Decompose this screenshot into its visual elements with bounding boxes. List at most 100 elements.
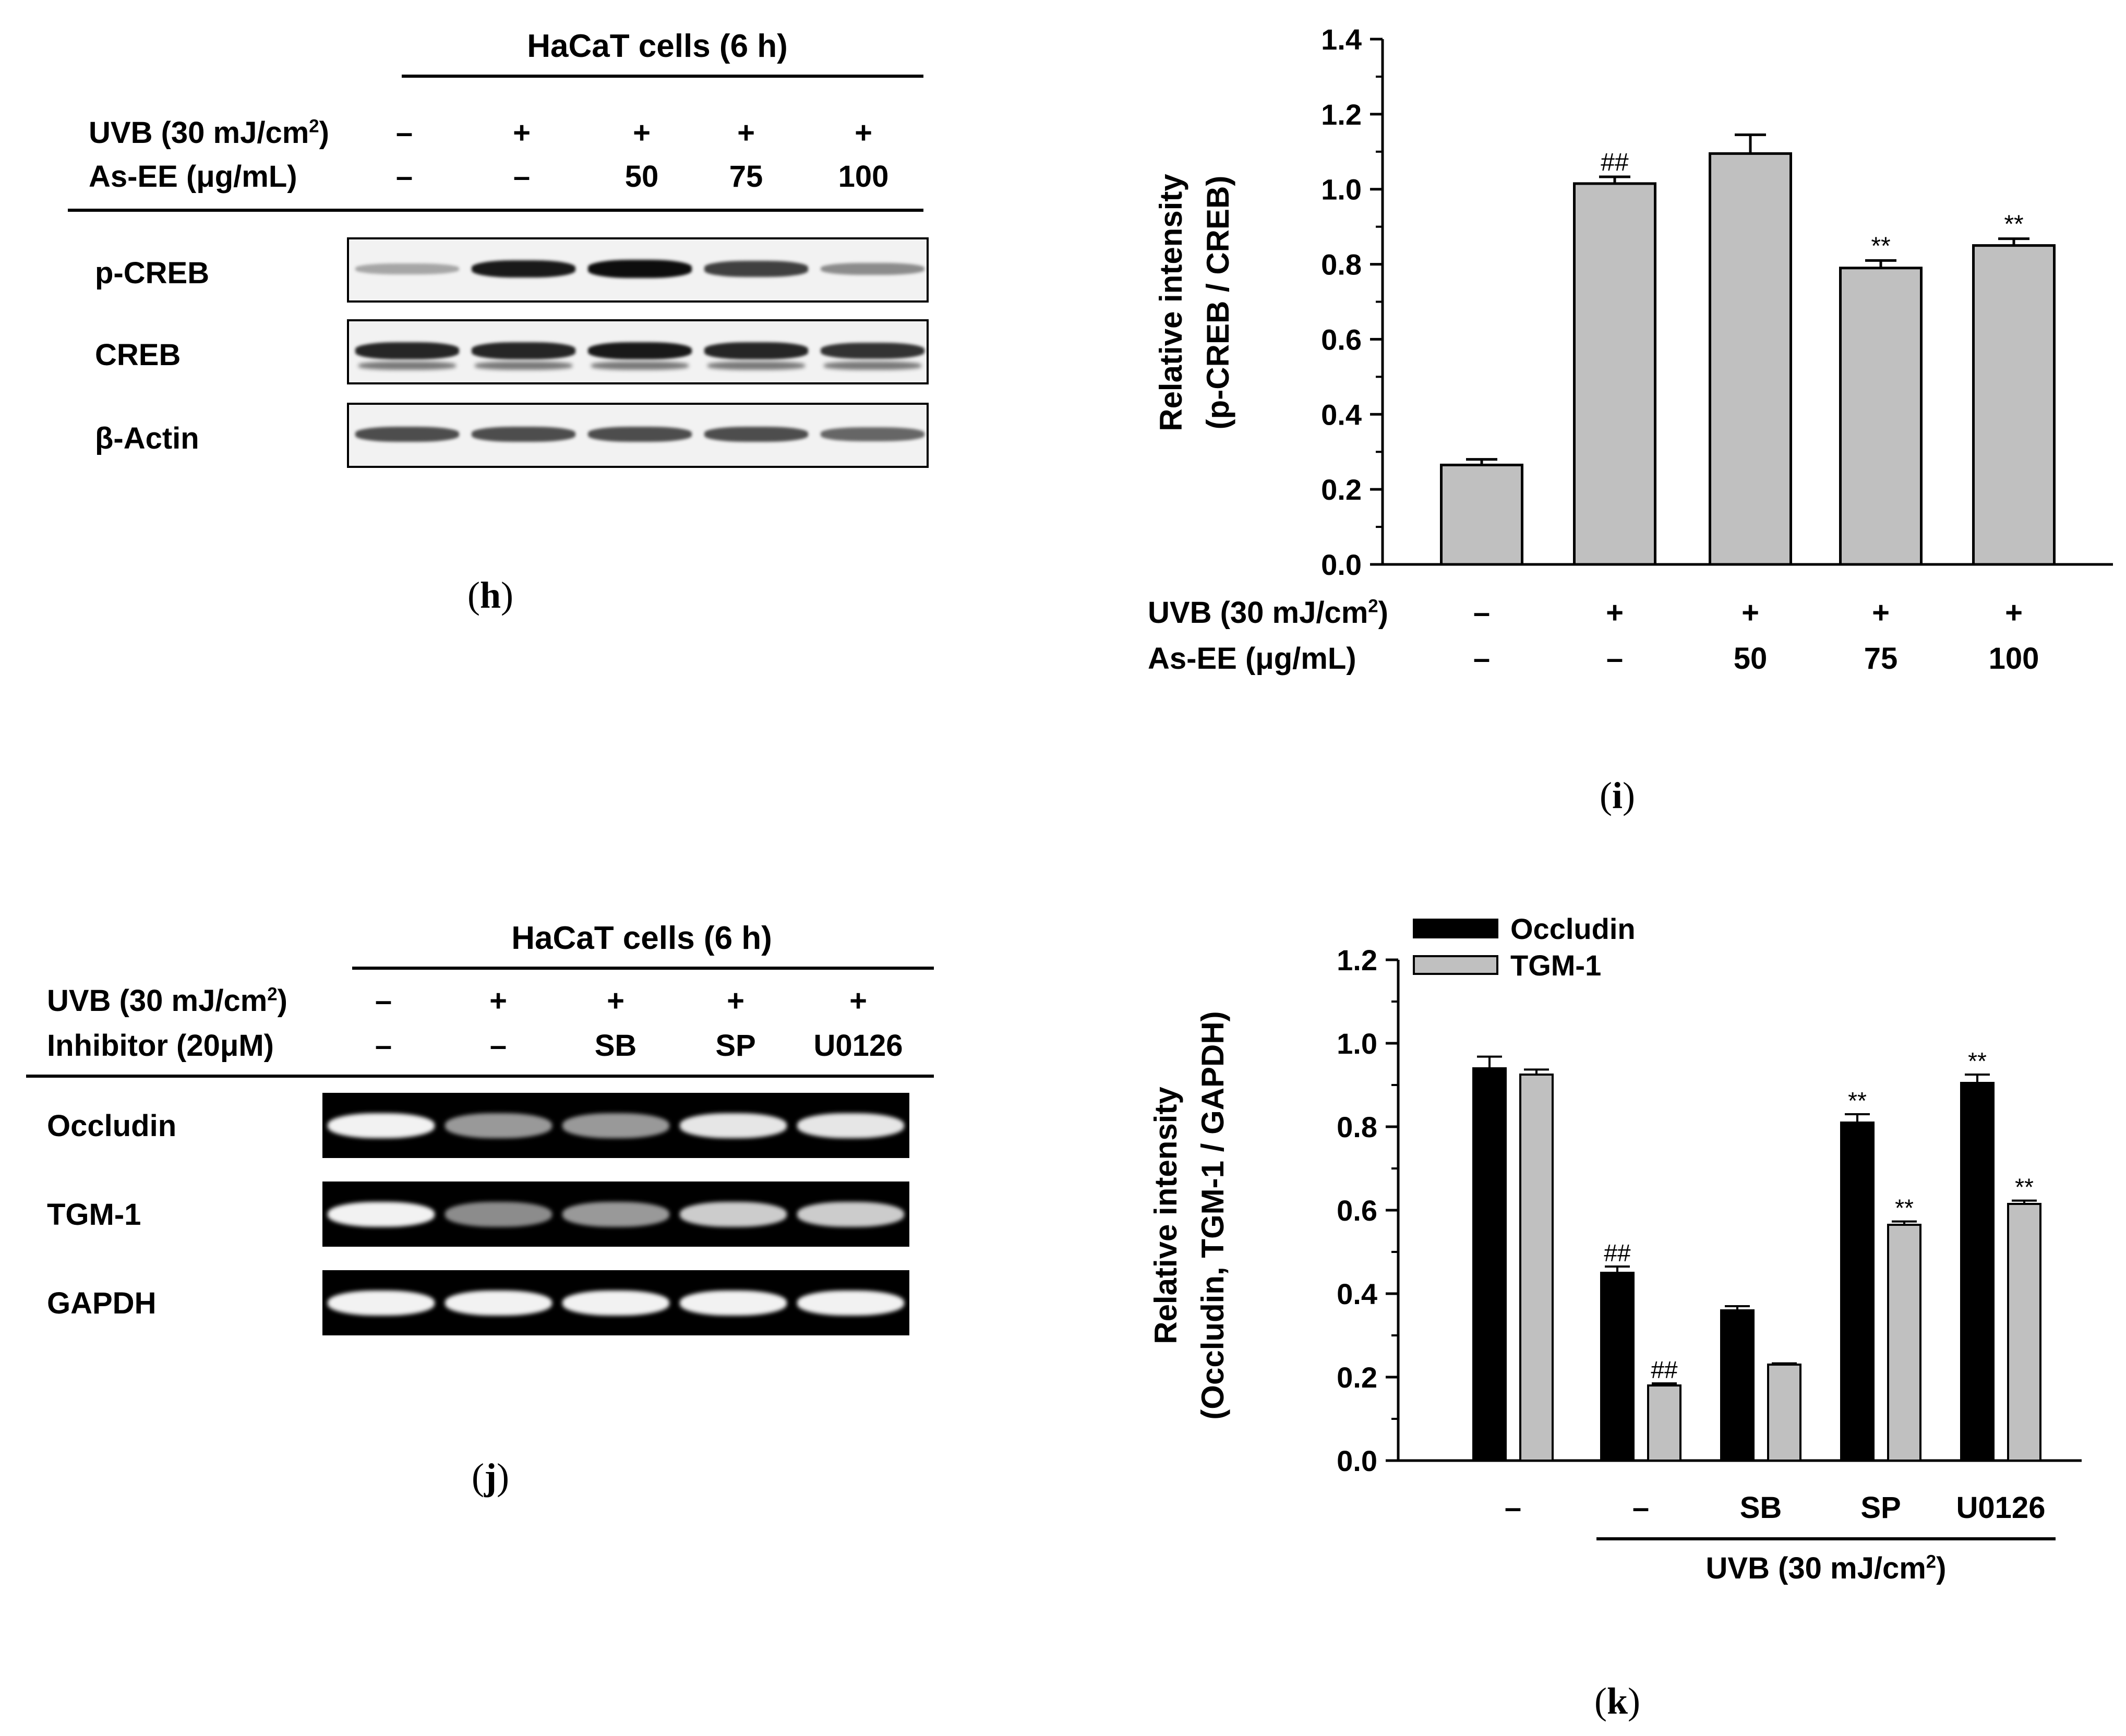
panel-j-gel-2 <box>322 1270 909 1335</box>
chart-i-ytick-label: 0.6 <box>1321 323 1362 356</box>
chart-i-ytick-label: 0.8 <box>1321 248 1362 281</box>
panel-h-row2-value-3: 75 <box>729 160 763 194</box>
panel-j-row2-value-1: – <box>489 1029 507 1063</box>
panel-h-row2-label: As-EE (μg/mL) <box>89 160 297 194</box>
chart-i-ytick-label: 0.0 <box>1321 548 1362 581</box>
panel-h-title-rule <box>402 75 923 78</box>
panel-h-band-2-0 <box>355 426 459 442</box>
panel-h-band-1-1 <box>472 342 575 359</box>
chart-k-category-label: – <box>1632 1491 1649 1525</box>
chart-k-category-label: SP <box>1860 1491 1901 1525</box>
panel-i-row2-value-3: 75 <box>1864 642 1898 676</box>
panel-j-title-rule <box>352 967 934 970</box>
panel-j-row2-value-3: SP <box>715 1029 756 1063</box>
panel-j-row1-value-2: + <box>607 984 624 1018</box>
panel-j-gel-0 <box>322 1093 909 1158</box>
chart-k-bar <box>1960 1082 1995 1462</box>
chart-k-bar <box>1887 1224 1921 1462</box>
panel-h-band-2-4 <box>821 427 924 442</box>
chart-i-ylabel-1: Relative intensity <box>1154 174 1188 431</box>
panel-h-band-2-3 <box>704 426 808 442</box>
panel-j-band-0-3 <box>680 1113 787 1138</box>
panel-i-row2-value-2: 50 <box>1733 642 1768 676</box>
chart-k-legend-swatch <box>1413 919 1498 938</box>
panel-h-row2-value-0: – <box>395 160 413 194</box>
panel-j-band-label-2: GAPDH <box>47 1286 157 1320</box>
chart-i-annotation: ** <box>1871 232 1890 260</box>
chart-k-annotation: ** <box>1895 1195 1914 1222</box>
panel-j-band-0-1 <box>445 1113 552 1138</box>
chart-i-bar <box>1573 182 1656 566</box>
panel-h-row2-value-1: – <box>513 160 531 194</box>
chart-k-legend-label: TGM-1 <box>1510 949 1601 982</box>
panel-j-band-1-4 <box>797 1201 904 1227</box>
panel-h-row1-label: UVB (30 mJ/cm2) <box>89 116 329 150</box>
panel-i-row1-value-0: – <box>1473 596 1491 630</box>
panel-h-blot-2 <box>347 403 929 468</box>
chart-i-bar <box>1839 267 1923 566</box>
chart-k-bar <box>1647 1384 1681 1462</box>
chart-i-ytick-label: 0.4 <box>1321 398 1362 431</box>
panel-h-band-label-0: p-CREB <box>95 256 210 290</box>
chart-k-ylabel-1: Relative intensity <box>1148 1087 1183 1344</box>
chart-k-ytick-label: 0.6 <box>1337 1194 1377 1227</box>
panel-h-blot-0 <box>347 237 929 303</box>
chart-i-bar <box>1709 152 1792 566</box>
panel-h-band-2-2 <box>588 426 692 442</box>
panel-h-band-0-3 <box>704 261 808 277</box>
chart-k-annotation: ** <box>1848 1087 1867 1114</box>
panel-j-band-0-0 <box>328 1113 435 1138</box>
panel-i-row1-value-3: + <box>1872 596 1890 630</box>
chart-k-annotation: ## <box>1604 1239 1631 1267</box>
panel-label-k: (k) <box>1594 1680 1641 1722</box>
panel-h-band-lower-4 <box>824 361 921 370</box>
panel-j-row2-value-4: U0126 <box>813 1029 903 1063</box>
panel-j-band-2-0 <box>328 1290 435 1316</box>
panel-i-row1-value-2: + <box>1741 596 1759 630</box>
panel-j-band-1-2 <box>562 1201 669 1227</box>
panel-j-band-2-4 <box>797 1290 904 1316</box>
panel-label-i: (i) <box>1600 775 1635 816</box>
panel-h-header-rule <box>68 209 923 212</box>
chart-i-ytick-label: 1.4 <box>1321 23 1362 56</box>
panel-h-band-lower-3 <box>707 361 805 370</box>
panel-label-h: (h) <box>467 574 514 616</box>
chart-k-category-label: SB <box>1740 1491 1782 1525</box>
panel-j-row1-value-3: + <box>727 984 744 1018</box>
chart-k-legend-label: Occludin <box>1510 912 1636 945</box>
panel-i-row2-label: As-EE (μg/mL) <box>1148 642 1356 676</box>
panel-h-row1-value-0: – <box>395 116 413 150</box>
chart-k-ytick-label: 1.2 <box>1337 944 1377 977</box>
panel-h-band-lower-2 <box>591 361 689 370</box>
panel-h-band-0-4 <box>821 262 924 275</box>
chart-k-bar <box>1519 1074 1554 1462</box>
chart-k-ylabel-2: (Occludin, TGM-1 / GAPDH) <box>1195 1011 1230 1419</box>
panel-k-group-caption: UVB (30 mJ/cm2) <box>1705 1551 1947 1585</box>
panel-i-row1-value-4: + <box>2005 596 2023 630</box>
chart-k-category-label: U0126 <box>1956 1491 2046 1525</box>
chart-k-ytick-label: 0.0 <box>1337 1444 1377 1477</box>
panel-h-band-0-0 <box>355 263 459 275</box>
chart-i-bar <box>1972 244 2056 566</box>
panel-j-row1-label: UVB (30 mJ/cm2) <box>47 984 287 1018</box>
chart-k-legend-swatch <box>1413 955 1498 975</box>
chart-k-bar <box>1840 1122 1875 1462</box>
chart-k-bar <box>2007 1203 2041 1462</box>
panel-j-band-2-1 <box>445 1290 552 1316</box>
chart-k-bar <box>1472 1067 1507 1462</box>
panel-j-gel-1 <box>322 1182 909 1247</box>
panel-j-title: HaCaT cells (6 h) <box>511 920 772 956</box>
panel-j-header-rule <box>26 1075 934 1078</box>
panel-h-row1-value-3: + <box>737 116 755 150</box>
panel-h-row2-value-4: 100 <box>838 160 889 194</box>
chart-k-ytick-label: 0.2 <box>1337 1361 1377 1394</box>
panel-h-title: HaCaT cells (6 h) <box>527 28 788 64</box>
panel-h-band-0-2 <box>588 260 692 278</box>
panel-j-band-2-3 <box>680 1290 787 1316</box>
chart-i-annotation: ## <box>1601 149 1629 176</box>
panel-label-j: (j) <box>472 1456 509 1498</box>
chart-i-annotation: ** <box>2004 211 2023 238</box>
panel-j-band-label-0: Occludin <box>47 1109 177 1143</box>
panel-i-row1-value-1: + <box>1606 596 1624 630</box>
